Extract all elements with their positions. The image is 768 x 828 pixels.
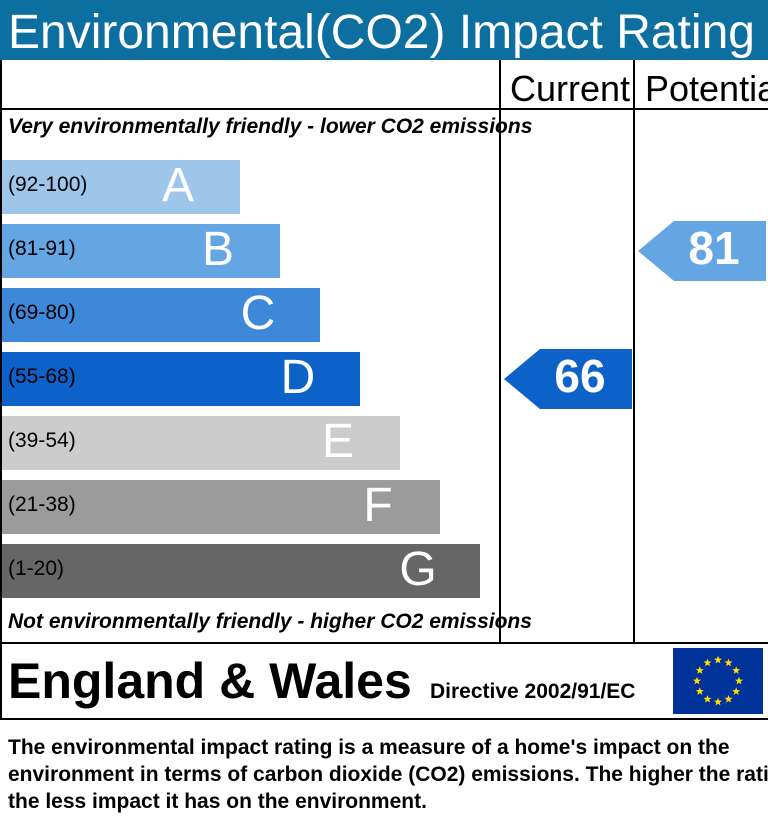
eu-star-icon xyxy=(732,666,741,674)
eu-star-icon xyxy=(695,687,704,695)
potential-arrow-icon xyxy=(638,221,766,281)
current-column-header: Current xyxy=(510,68,631,109)
band-letter-label: F xyxy=(363,479,393,532)
potential-column-divider xyxy=(633,60,635,642)
band-b: (81-91) B xyxy=(2,223,280,278)
rating-chart: Current Potential Very environmentally f… xyxy=(0,60,768,720)
eu-star-icon xyxy=(695,666,704,674)
current-arrow-icon xyxy=(504,349,632,409)
directive-label: Directive 2002/91/EC xyxy=(430,680,636,703)
eu-star-icon xyxy=(735,676,743,685)
potential-column-header: Potential xyxy=(645,68,768,109)
band-d: (55-68) D xyxy=(2,351,360,406)
eu-star-icon xyxy=(693,676,701,685)
frame-bottom-border xyxy=(0,718,768,720)
current-column-divider xyxy=(499,60,501,642)
band-range-label: (69-80) xyxy=(8,301,76,324)
band-a: (92-100) A xyxy=(2,159,240,214)
description-line: environment in terms of carbon dioxide (… xyxy=(8,763,768,786)
band-range-label: (39-54) xyxy=(8,429,76,452)
band-letter-label: A xyxy=(161,159,194,212)
current-rating-value: 66 xyxy=(554,350,606,402)
band-f: (21-38) F xyxy=(2,479,440,534)
region-label: England & Wales xyxy=(8,653,412,709)
header-bar: Environmental(CO2) Impact Rating xyxy=(0,0,768,60)
eu-star-icon xyxy=(714,697,722,706)
band-letter-label: B xyxy=(201,223,234,276)
eu-star-icon xyxy=(724,658,733,667)
band-letter-label: E xyxy=(321,415,354,468)
frame-left-border xyxy=(0,60,2,720)
band-range-label: (1-20) xyxy=(8,557,65,580)
potential-rating-pointer: 81 xyxy=(638,221,766,281)
eu-star-icon xyxy=(724,694,733,703)
band-e: (39-54) E xyxy=(2,415,400,470)
bottom-edge-label: Not environmentally friendly - higher CO… xyxy=(8,610,532,633)
band-c: (69-80) C xyxy=(2,287,320,342)
description-line: the less impact it has on the environmen… xyxy=(8,790,427,813)
band-letter-label: C xyxy=(240,287,276,340)
potential-rating-value: 81 xyxy=(688,222,740,274)
eu-star-icon xyxy=(703,694,712,703)
band-range-label: (92-100) xyxy=(8,173,88,196)
band-letter-label: G xyxy=(399,543,437,596)
top-edge-label: Very environmentally friendly - lower CO… xyxy=(8,115,533,138)
frame-middle-divider xyxy=(0,642,768,644)
band-range-label: (21-38) xyxy=(8,493,76,516)
band-letter-label: D xyxy=(280,351,316,404)
chart-title: Environmental(CO2) Impact Rating xyxy=(8,6,755,59)
eu-flag-icon xyxy=(673,648,763,714)
frame-header-divider xyxy=(0,108,768,110)
band-g: (1-20) G xyxy=(2,543,480,598)
description-text: The environmental impact rating is a mea… xyxy=(8,734,768,815)
eu-star-icon xyxy=(714,655,722,664)
description-line: The environmental impact rating is a mea… xyxy=(8,736,730,759)
eu-star-icon xyxy=(703,658,712,667)
current-rating-pointer: 66 xyxy=(504,349,632,409)
band-range-label: (55-68) xyxy=(8,365,76,388)
band-range-label: (81-91) xyxy=(8,237,76,260)
eu-star-icon xyxy=(732,687,741,695)
